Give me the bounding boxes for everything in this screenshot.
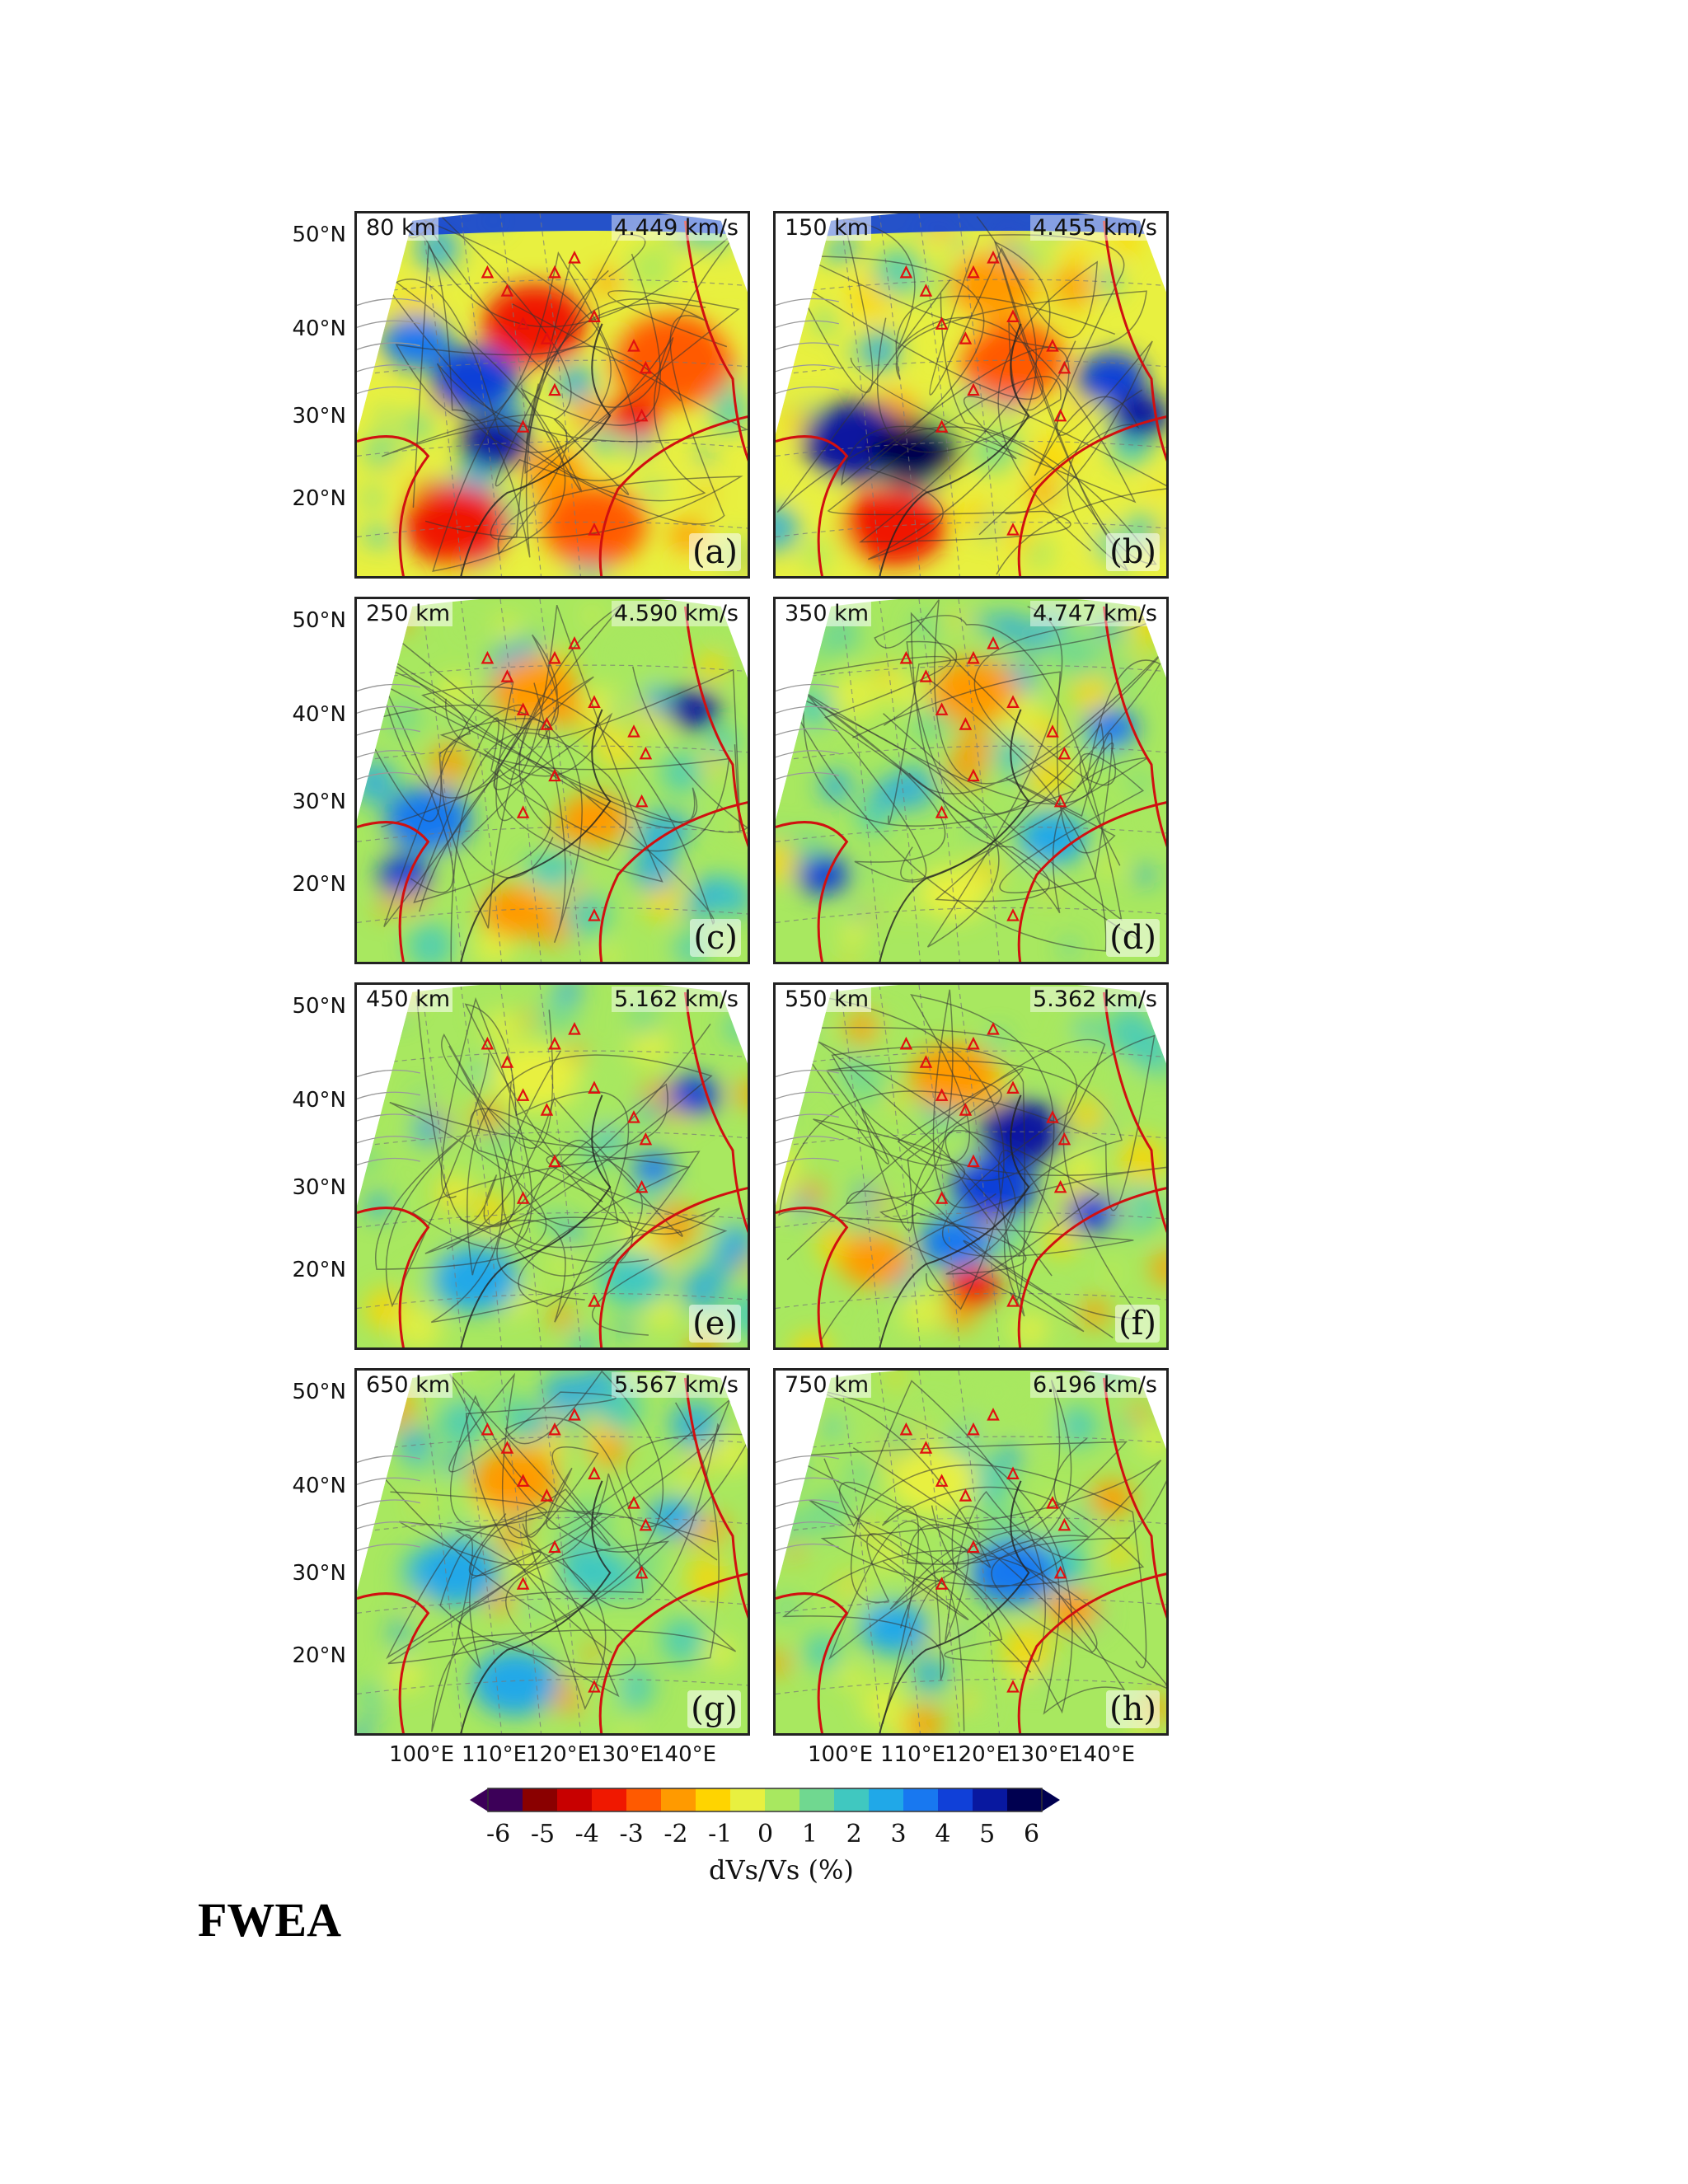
reference-velocity: 4.590 km/s [612, 601, 741, 626]
colorbar-tick: -1 [708, 1820, 733, 1849]
depth-label: 450 km [363, 987, 453, 1012]
tomography-map [357, 213, 748, 576]
colorbar-tick: -3 [619, 1820, 644, 1849]
map-panel-b: 150 km 4.455 km/s (b) [773, 211, 1169, 579]
panel-label: (e) [689, 1305, 741, 1343]
depth-label: 650 km [363, 1372, 453, 1398]
tomography-map [776, 985, 1166, 1347]
depth-label: 250 km [363, 601, 453, 626]
latitude-label: 20°N [292, 486, 346, 511]
latitude-label: 30°N [292, 1175, 346, 1200]
tomography-map [776, 1371, 1166, 1733]
latitude-label: 40°N [292, 702, 346, 727]
panel-label: (b) [1106, 533, 1160, 571]
map-panel-h: 750 km 6.196 km/s (h) [773, 1368, 1169, 1736]
latitude-label: 50°N [292, 994, 346, 1019]
reference-velocity: 6.196 km/s [1030, 1372, 1160, 1398]
colorbar-tick: -5 [530, 1820, 556, 1849]
map-panel-d: 350 km 4.747 km/s (d) [773, 597, 1169, 964]
longitude-label: 100°E [808, 1742, 874, 1767]
depth-label: 750 km [782, 1372, 872, 1398]
reference-velocity: 4.455 km/s [1030, 215, 1160, 241]
colorbar-tick: 3 [890, 1820, 907, 1849]
depth-label: 150 km [782, 215, 872, 241]
reference-velocity: 4.747 km/s [1030, 601, 1160, 626]
tomography-map [776, 599, 1166, 962]
longitude-label: 130°E [588, 1742, 654, 1767]
depth-label: 550 km [782, 987, 872, 1012]
reference-velocity: 5.362 km/s [1030, 987, 1160, 1012]
map-panel-c: 250 km 4.590 km/s (c) [354, 597, 750, 964]
longitude-label: 110°E [880, 1742, 946, 1767]
longitude-label: 140°E [1070, 1742, 1136, 1767]
colorbar-tick: 5 [979, 1820, 996, 1849]
longitude-label: 120°E [945, 1742, 1010, 1767]
reference-velocity: 4.449 km/s [612, 215, 741, 241]
latitude-label: 50°N [292, 223, 346, 247]
map-panel-f: 550 km 5.362 km/s (f) [773, 982, 1169, 1350]
map-panel-a: 80 km 4.449 km/s (a) [354, 211, 750, 579]
colorbar-title: dVs/Vs (%) [709, 1854, 854, 1886]
longitude-label: 130°E [1007, 1742, 1073, 1767]
colorbar-tick: 2 [846, 1820, 862, 1849]
latitude-label: 30°N [292, 1561, 346, 1586]
colorbar: -6 -5 -4 -3 -2 -1 0 1 2 3 4 5 6 dVs/Vs (%) [468, 1783, 1062, 1886]
depth-label: 80 km [363, 215, 438, 241]
depth-label: 350 km [782, 601, 872, 626]
tomography-map [776, 213, 1166, 576]
map-panel-e: 450 km 5.162 km/s (e) [354, 982, 750, 1350]
colorbar-tick: -4 [574, 1820, 599, 1849]
panel-label: (a) [688, 533, 741, 571]
longitude-label: 140°E [651, 1742, 717, 1767]
colorbar-tick: 6 [1024, 1820, 1040, 1849]
colorbar-tick: 4 [935, 1820, 951, 1849]
latitude-label: 30°N [292, 790, 346, 814]
latitude-label: 40°N [292, 316, 346, 341]
reference-velocity: 5.567 km/s [612, 1372, 741, 1398]
latitude-label: 20°N [292, 872, 346, 897]
longitude-label: 100°E [389, 1742, 455, 1767]
latitude-label: 20°N [292, 1643, 346, 1668]
colorbar-tick: 1 [801, 1820, 818, 1849]
panel-label: (h) [1106, 1690, 1160, 1728]
latitude-label: 40°N [292, 1088, 346, 1113]
tomography-map [357, 1371, 748, 1733]
panel-label: (c) [690, 919, 741, 957]
colorbar-tick: -2 [663, 1820, 688, 1849]
tomography-map [357, 599, 748, 962]
panel-label: (f) [1114, 1305, 1160, 1343]
reference-velocity: 5.162 km/s [612, 987, 741, 1012]
panel-label: (g) [687, 1690, 741, 1728]
latitude-label: 40°N [292, 1474, 346, 1498]
longitude-label: 120°E [526, 1742, 592, 1767]
tomography-map [357, 985, 748, 1347]
latitude-label: 50°N [292, 1380, 346, 1404]
panel-label: (d) [1106, 919, 1160, 957]
latitude-label: 30°N [292, 404, 346, 429]
colorbar-scale [470, 1788, 1060, 1812]
map-panel-g: 650 km 5.567 km/s (g) [354, 1368, 750, 1736]
latitude-label: 20°N [292, 1258, 346, 1282]
colorbar-tick: -6 [486, 1820, 511, 1849]
colorbar-tick: 0 [757, 1820, 774, 1849]
section-heading: FWEA [198, 1893, 341, 1947]
longitude-label: 110°E [462, 1742, 528, 1767]
latitude-label: 50°N [292, 608, 346, 633]
